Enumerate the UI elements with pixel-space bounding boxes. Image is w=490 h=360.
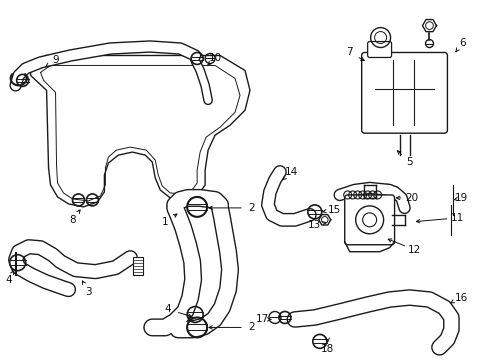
Text: 9: 9	[52, 55, 59, 66]
Text: 8: 8	[69, 215, 76, 225]
Text: 15: 15	[328, 205, 342, 215]
FancyBboxPatch shape	[368, 41, 392, 58]
Text: 17: 17	[255, 314, 269, 324]
Bar	[133, 257, 143, 275]
Text: 19: 19	[455, 193, 468, 203]
Text: 4: 4	[5, 275, 12, 285]
Text: 12: 12	[408, 245, 421, 255]
Text: 4: 4	[165, 305, 172, 315]
Text: 16: 16	[455, 293, 468, 302]
FancyBboxPatch shape	[345, 195, 394, 245]
Text: 5: 5	[406, 157, 413, 167]
Text: 1: 1	[162, 217, 169, 227]
Text: 10: 10	[209, 54, 221, 63]
Text: 14: 14	[285, 167, 298, 177]
Text: 3: 3	[85, 287, 92, 297]
Text: 2: 2	[248, 203, 255, 213]
Text: 2: 2	[248, 323, 255, 332]
Text: 13: 13	[308, 220, 321, 230]
Text: 20: 20	[405, 193, 418, 203]
Text: 18: 18	[321, 345, 334, 354]
Text: 6: 6	[459, 37, 466, 48]
FancyBboxPatch shape	[362, 53, 447, 133]
Text: 11: 11	[451, 213, 464, 223]
Text: 7: 7	[346, 48, 353, 58]
